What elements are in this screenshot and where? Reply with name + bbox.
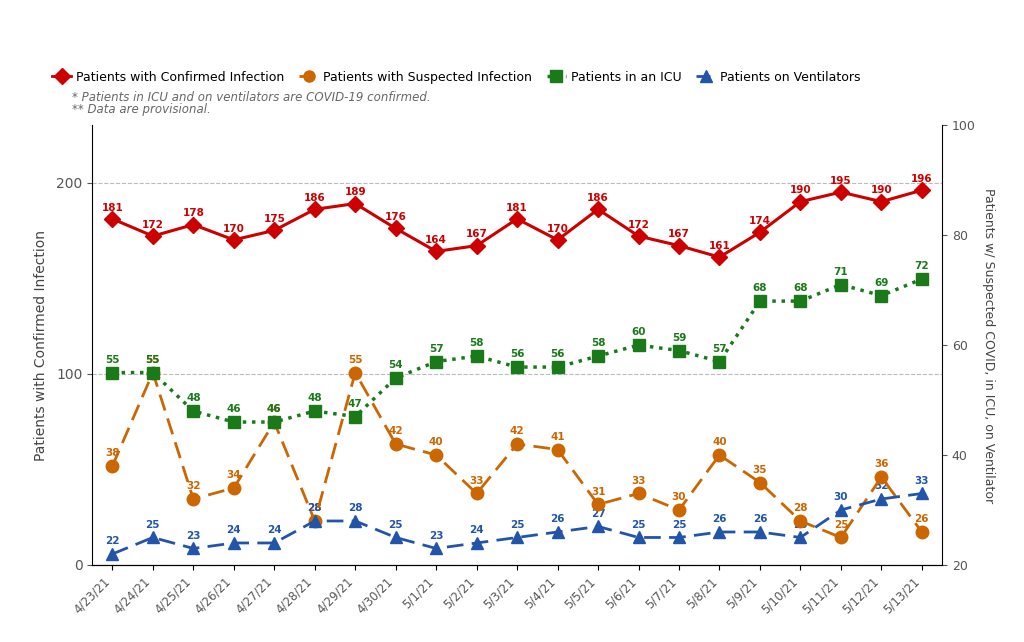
Text: 32: 32 (874, 482, 889, 491)
Text: 30: 30 (834, 492, 848, 502)
Legend: Patients with Confirmed Infection, Patients with Suspected Infection, Patients i: Patients with Confirmed Infection, Patie… (47, 65, 865, 89)
Text: 24: 24 (226, 525, 241, 535)
Text: 38: 38 (105, 448, 120, 458)
Y-axis label: Patients with Confirmed Infection: Patients with Confirmed Infection (34, 230, 48, 460)
Text: 22: 22 (105, 536, 120, 546)
Text: 26: 26 (713, 514, 727, 525)
Text: 167: 167 (668, 229, 690, 239)
Text: 58: 58 (469, 338, 484, 349)
Text: 167: 167 (466, 229, 487, 239)
Text: 190: 190 (790, 186, 811, 195)
Text: 46: 46 (226, 404, 241, 414)
Text: 24: 24 (267, 525, 282, 535)
Text: 41: 41 (550, 432, 565, 442)
Text: 32: 32 (186, 482, 201, 491)
Text: 42: 42 (510, 426, 524, 437)
Text: 58: 58 (591, 338, 605, 349)
Text: 47: 47 (348, 399, 362, 409)
Text: 59: 59 (672, 333, 686, 343)
Text: 28: 28 (348, 503, 362, 513)
Text: 181: 181 (506, 202, 528, 213)
Text: 54: 54 (388, 360, 403, 370)
Text: 30: 30 (672, 492, 686, 502)
Text: 190: 190 (870, 186, 892, 195)
Text: 178: 178 (182, 208, 204, 218)
Text: 68: 68 (753, 283, 767, 293)
Text: 40: 40 (712, 437, 727, 447)
Text: 195: 195 (830, 176, 852, 186)
Text: 46: 46 (267, 404, 282, 414)
Text: 55: 55 (348, 355, 362, 365)
Text: 55: 55 (145, 355, 160, 365)
Text: 42: 42 (388, 426, 403, 437)
Text: 56: 56 (510, 349, 524, 360)
Text: 172: 172 (142, 220, 164, 230)
Text: 36: 36 (874, 459, 889, 469)
Text: 46: 46 (267, 404, 282, 414)
Y-axis label: Patients w/ Suspected COVID, in ICU, on Ventilator: Patients w/ Suspected COVID, in ICU, on … (982, 187, 995, 503)
Text: 23: 23 (429, 531, 443, 541)
Text: 23: 23 (186, 531, 201, 541)
Text: 35: 35 (753, 465, 767, 475)
Text: 25: 25 (672, 520, 686, 530)
Text: 172: 172 (628, 220, 649, 230)
Text: 176: 176 (385, 212, 407, 222)
Text: 25: 25 (794, 520, 808, 530)
Text: 48: 48 (186, 394, 201, 403)
Text: 57: 57 (712, 344, 727, 354)
Text: 26: 26 (914, 514, 929, 525)
Text: 72: 72 (914, 261, 929, 272)
Text: 175: 175 (263, 214, 286, 224)
Text: 25: 25 (510, 520, 524, 530)
Text: 161: 161 (709, 241, 730, 251)
Text: 189: 189 (344, 187, 366, 197)
Text: 60: 60 (631, 327, 646, 337)
Text: 33: 33 (469, 476, 484, 486)
Text: 27: 27 (591, 508, 605, 519)
Text: 25: 25 (834, 520, 848, 530)
Text: 25: 25 (388, 520, 403, 530)
Text: 31: 31 (591, 487, 605, 497)
Text: 174: 174 (749, 216, 771, 226)
Text: 71: 71 (834, 267, 848, 277)
Text: 56: 56 (550, 349, 565, 360)
Text: 48: 48 (307, 394, 323, 403)
Text: 24: 24 (469, 525, 484, 535)
Text: 34: 34 (226, 471, 241, 480)
Text: 33: 33 (914, 476, 929, 486)
Text: 25: 25 (631, 520, 646, 530)
Text: 26: 26 (550, 514, 565, 525)
Text: COVID-19 Hospitalizations Reported by MS Hospitals, 4/23/21–5/13/21 *,**: COVID-19 Hospitalizations Reported by MS… (15, 21, 856, 40)
Text: 164: 164 (425, 235, 447, 245)
Text: 28: 28 (794, 503, 808, 513)
Text: 69: 69 (874, 278, 889, 288)
Text: 28: 28 (307, 503, 322, 513)
Text: 186: 186 (304, 193, 326, 203)
Text: 33: 33 (631, 476, 646, 486)
Text: 26: 26 (753, 514, 767, 525)
Text: 55: 55 (105, 355, 120, 365)
Text: 57: 57 (429, 344, 443, 354)
Text: 55: 55 (145, 355, 160, 365)
Text: 196: 196 (911, 174, 933, 184)
Text: 25: 25 (145, 520, 160, 530)
Text: * Patients in ICU and on ventilators are COVID-19 confirmed.: * Patients in ICU and on ventilators are… (72, 91, 430, 105)
Text: 28: 28 (307, 503, 322, 513)
Text: 68: 68 (794, 283, 808, 293)
Text: 40: 40 (429, 437, 443, 447)
Text: 170: 170 (223, 223, 245, 234)
Text: 170: 170 (547, 223, 568, 234)
Text: 181: 181 (101, 202, 123, 213)
Text: ** Data are provisional.: ** Data are provisional. (72, 103, 210, 116)
Text: 186: 186 (587, 193, 609, 203)
